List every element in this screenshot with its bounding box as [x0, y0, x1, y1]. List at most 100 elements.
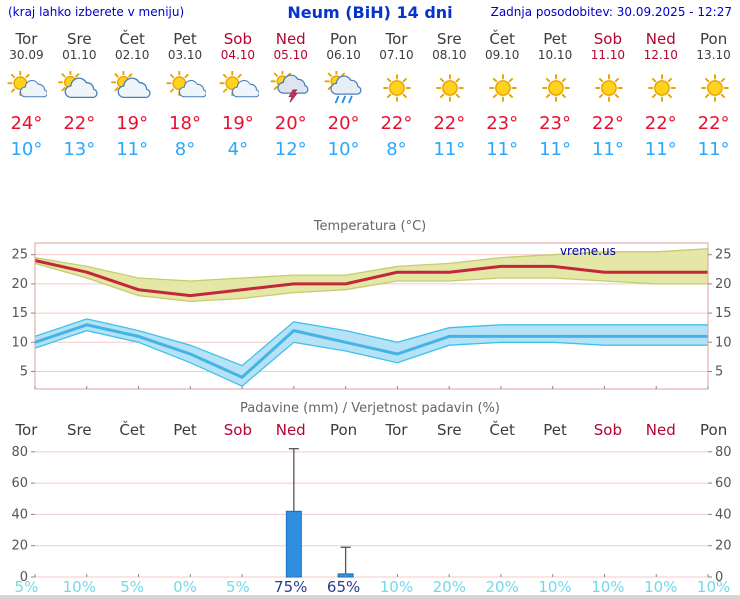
- y-tick-label: 15: [715, 306, 732, 321]
- day-column-06-10[interactable]: Pon 06.10 20° 10°: [317, 30, 370, 163]
- y-tick-label: 60: [715, 476, 732, 491]
- y-tick-label: 20: [715, 539, 732, 554]
- y-tick-label: 20: [11, 277, 28, 292]
- max-temp-band-lower-edge: [34, 262, 708, 303]
- precip-probability: 65%: [326, 578, 361, 596]
- temp-low: 11°: [591, 139, 624, 160]
- day-column-03-10[interactable]: Pet 03.10 18° 8°: [159, 30, 212, 163]
- precip-probability: 0%: [173, 578, 197, 596]
- weather-icon-sun-cloud: [159, 63, 212, 110]
- temp-high: 22°: [380, 113, 413, 134]
- day-name: Čet: [119, 30, 145, 48]
- precip-probability: 10%: [591, 578, 625, 596]
- precip-probability: 10%: [644, 578, 678, 596]
- day-column-04-10[interactable]: Sob 04.10 19° 4°: [211, 30, 264, 163]
- day-date: 05.10: [273, 48, 308, 62]
- precip-probability: 5%: [120, 578, 145, 596]
- temp-high: 19°: [116, 113, 149, 134]
- y-tick-label: 40: [715, 507, 732, 522]
- y-tick-label: 0: [715, 570, 723, 582]
- precip-day-label: Tor: [15, 421, 38, 439]
- precip-probability: 20%: [485, 578, 519, 596]
- y-tick-label: 5: [20, 364, 28, 379]
- temp-low: 11°: [539, 139, 571, 160]
- day-date: 06.10: [326, 48, 361, 62]
- temp-high: 23°: [539, 113, 571, 134]
- day-name: Ned: [275, 30, 306, 48]
- precipitation-chart: 0 0 20 20 40 40 60 60 80 80: [11, 445, 732, 582]
- temperature-chart: 5 5 10 10 15 15 20 20 25 25 vreme.us: [11, 242, 732, 390]
- min-temp-line: [34, 323, 708, 379]
- weather-icon-sun: [687, 63, 740, 110]
- day-column-11-10[interactable]: Sob 11.10 22° 11°: [581, 30, 634, 163]
- precip-day-label: Ned: [645, 421, 676, 439]
- temp-high: 20°: [327, 113, 360, 134]
- temp-high: 22°: [644, 113, 677, 134]
- weather-icon-sun-cloud: [211, 63, 264, 110]
- precip-day-label: Sre: [66, 421, 92, 439]
- temp-low: 8°: [174, 139, 196, 160]
- precip-probability: 10%: [62, 578, 96, 596]
- y-tick-label: 0: [20, 570, 28, 582]
- day-column-10-10[interactable]: Pet 10.10 23° 11°: [529, 30, 582, 163]
- weather-icon-sun: [581, 63, 634, 110]
- forecast-days-row: Tor 30.09 24° 10° Sre 01.10 22° 13° Čet 02.10 19° 1…: [0, 30, 740, 163]
- temp-low: 11°: [116, 139, 149, 160]
- max-temp-band-upper-edge: [34, 248, 709, 282]
- max-temp-line: [34, 259, 708, 298]
- temp-low: 8°: [386, 139, 407, 160]
- last-updated: Zadnja posodobitev: 30.09.2025 - 12:27: [490, 5, 732, 19]
- temp-high: 22°: [433, 113, 466, 134]
- temp-low: 11°: [433, 139, 466, 160]
- precip-probability: 20%: [432, 578, 466, 596]
- day-name: Čet: [489, 30, 515, 48]
- day-column-07-10[interactable]: Tor 07.10 22° 8°: [370, 30, 423, 163]
- day-column-01-10[interactable]: Sre 01.10 22° 13°: [53, 30, 106, 163]
- min-temp-band: [35, 318, 708, 387]
- temp-high: 22°: [591, 113, 624, 134]
- temp-low: 11°: [697, 139, 730, 160]
- precip-day-label: Tor: [385, 421, 408, 439]
- precip-day-label: Čet: [119, 421, 145, 439]
- day-column-08-10[interactable]: Sre 08.10 22° 11°: [423, 30, 476, 163]
- weather-icon-cloud-sun: [53, 63, 106, 110]
- temp-low: 13°: [63, 139, 96, 160]
- precip-day-label: Sre: [437, 421, 462, 439]
- y-tick-label: 25: [715, 248, 732, 263]
- day-column-05-10[interactable]: Ned 05.10 20° 12°: [264, 30, 317, 163]
- precip-probability: 10%: [538, 578, 572, 596]
- weather-icon-rain-sun: [317, 63, 370, 110]
- precip-probability: 10%: [379, 578, 414, 596]
- max-temp-band: [35, 248, 708, 302]
- precip-day-label: Ned: [275, 421, 306, 439]
- day-date: 01.10: [62, 48, 97, 62]
- day-name: Sob: [223, 30, 252, 48]
- y-tick-label: 10: [11, 335, 28, 350]
- y-tick-label: 80: [11, 445, 28, 460]
- temp-high: 20°: [274, 113, 307, 134]
- precip-probability: 75%: [274, 578, 308, 596]
- y-tick-label: 15: [11, 306, 28, 321]
- y-tick-label: 20: [11, 539, 28, 554]
- day-name: Ned: [645, 30, 676, 48]
- day-column-13-10[interactable]: Pon 13.10 22° 11°: [687, 30, 740, 163]
- temp-low: 10°: [10, 139, 43, 160]
- location-menu-hint: (kraj lahko izberete v meniju): [8, 5, 185, 19]
- day-column-09-10[interactable]: Čet 09.10 23° 11°: [476, 30, 529, 163]
- day-column-12-10[interactable]: Ned 12.10 22° 11°: [634, 30, 687, 163]
- day-date: 04.10: [220, 48, 256, 62]
- day-date: 30.09: [9, 48, 44, 62]
- day-column-30-09[interactable]: Tor 30.09 24° 10°: [0, 30, 53, 163]
- day-column-02-10[interactable]: Čet 02.10 19° 11°: [106, 30, 159, 163]
- watermark-link[interactable]: vreme.us: [560, 244, 616, 258]
- precip-day-label: Pon: [329, 421, 358, 439]
- weather-icon-sun: [529, 63, 582, 110]
- weather-icon-storm: [264, 63, 317, 110]
- precip-day-label: Pon: [700, 421, 728, 439]
- page-title: Neum (BiH) 14 dni: [287, 3, 453, 22]
- precip-probability-row: 5% 10% 5% 0% 5% 75% 65% 10% 20% 20% 10% 10% 10% 10%: [0, 579, 740, 596]
- day-name: Sre: [66, 30, 92, 48]
- bottom-scrollbar-track: [0, 595, 740, 600]
- day-date: 13.10: [696, 48, 731, 62]
- y-tick-label: 40: [11, 507, 28, 522]
